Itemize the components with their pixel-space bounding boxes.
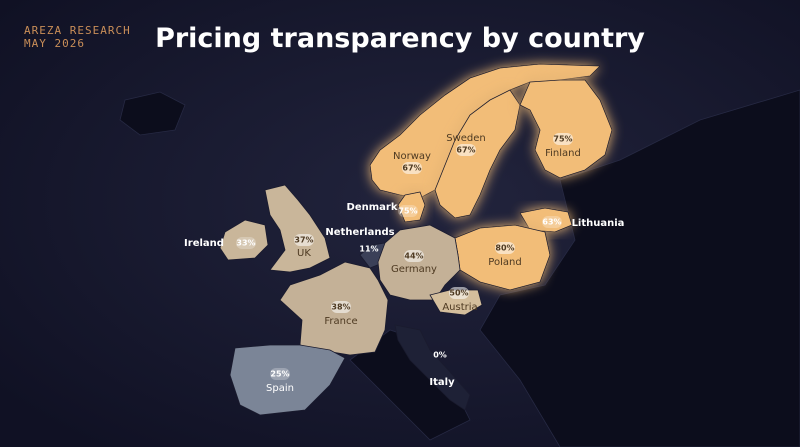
value-pill — [495, 242, 515, 254]
value-label: 44% — [404, 252, 423, 261]
value-pill — [398, 205, 418, 217]
value-pill — [402, 162, 422, 174]
country-name: Finland — [545, 148, 581, 159]
value-pill — [331, 301, 351, 313]
title: Pricing transparency by country — [155, 23, 645, 54]
value-pill — [294, 234, 314, 246]
report-date: MAY 2026 — [24, 37, 85, 50]
value-label: 33% — [236, 239, 255, 248]
country-shape — [434, 89, 521, 219]
country-name: Austria — [442, 302, 477, 313]
country-name: Denmark — [347, 202, 398, 213]
country-shape — [394, 324, 471, 411]
value-label: 0% — [433, 351, 447, 360]
country-name: UK — [297, 248, 311, 259]
country-shape — [264, 184, 331, 273]
value-label: 63% — [542, 218, 561, 227]
country-shape — [519, 79, 613, 179]
country-name: Norway — [393, 151, 431, 162]
value-pill — [236, 237, 256, 249]
country-shape — [397, 191, 426, 223]
country-name: Spain — [266, 383, 294, 394]
country-name: Germany — [391, 264, 437, 275]
value-pill — [449, 287, 469, 299]
value-label: 75% — [398, 207, 417, 216]
country-name: Ireland — [184, 238, 224, 249]
country-name: Lithuania — [572, 218, 625, 229]
country-name: Italy — [429, 377, 455, 388]
value-label: 38% — [331, 303, 350, 312]
country-shape — [377, 224, 461, 301]
value-label: 80% — [495, 244, 514, 253]
country-name: Netherlands — [325, 227, 394, 238]
country-name: France — [324, 316, 357, 327]
value-pill — [553, 133, 573, 145]
value-label: 67% — [456, 146, 475, 155]
country-shape — [219, 219, 269, 261]
value-label: 67% — [402, 164, 421, 173]
value-label: 75% — [553, 135, 572, 144]
value-pill — [404, 250, 424, 262]
value-label: 11% — [359, 245, 378, 254]
value-pill — [542, 216, 562, 228]
country-name: Poland — [488, 257, 521, 268]
other-land — [119, 89, 800, 447]
value-pill — [270, 368, 290, 380]
value-label: 37% — [294, 236, 313, 245]
country-shape — [229, 344, 346, 416]
country-name: Sweden — [446, 133, 486, 144]
value-label: 25% — [270, 370, 289, 379]
brand: AREZA RESEARCH — [24, 24, 131, 37]
value-label: 50% — [449, 289, 468, 298]
value-pill — [456, 144, 476, 156]
